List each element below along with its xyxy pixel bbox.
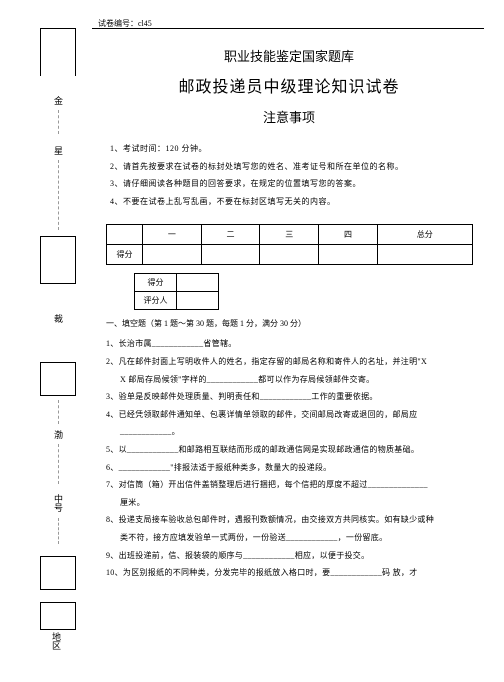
- side-char: 金: [52, 96, 65, 105]
- dash: [58, 110, 59, 134]
- question: 4、已经凭领取邮件通知单、包裹详情单领取的邮件，交间邮局改寄或退回的，邮局应: [106, 406, 480, 424]
- title-exam: 邮政投递员中级理论知识试卷: [98, 73, 480, 97]
- side-column: 金 星 裁 渤 中号 地区: [40, 0, 76, 682]
- side-char: 地区: [50, 632, 63, 650]
- side-box: [40, 362, 76, 396]
- side-char: 渤: [52, 430, 65, 439]
- notice-list: 1、考试时间：120 分钟。 2、请首先按要求在试卷的标封处填写您的姓名、准考证…: [110, 140, 480, 210]
- dash: [58, 400, 59, 424]
- title-notice: 注意事项: [98, 107, 480, 126]
- question: 8、投递支局接车验收总包邮件时，遇报刊数额情况，由交接双方共同核实。如有缺少或种: [106, 511, 480, 529]
- question: 1、长治市属____________省管辖。: [106, 335, 480, 353]
- dash: [58, 160, 59, 230]
- question: 7、对信筒（箱）开出信件盖销整理后进行捆把，每个信把的厚度不超过________…: [106, 476, 480, 494]
- col-head: 一: [143, 225, 202, 245]
- side-char: 裁: [52, 314, 65, 323]
- question-cont: 厘米。: [106, 494, 480, 512]
- question: 10、为区别报纸的不同种类，分发完毕的报纸放入格口时，要____________…: [106, 564, 480, 582]
- question: 5、以____________和邮路相互联结而形成的邮政通信网是实现邮政通信的物…: [106, 441, 480, 459]
- question: 2、凡在邮件封面上写明收件人的姓名，指定存留的邮局名称和寄件人的名址，并注明"X: [106, 353, 480, 371]
- question: 3、验单是反映邮件处理质量、判明责任和____________工作的重要依据。: [106, 388, 480, 406]
- main-content: 职业技能鉴定国家题库 邮政投递员中级理论知识试卷 注意事项 1、考试时间：120…: [98, 38, 480, 582]
- question-list: 1、长治市属____________省管辖。 2、凡在邮件封面上写明收件人的姓名…: [106, 335, 480, 581]
- notice-item: 2、请首先按要求在试卷的标封处填写您的姓名、准考证号和所在单位的名称。: [110, 158, 480, 176]
- cell: 得分: [135, 274, 177, 292]
- col-head: 总分: [377, 225, 472, 245]
- notice-item: 4、不要在试卷上乱写乱画，不要在标封区填写无关的内容。: [110, 193, 480, 211]
- side-box: [40, 556, 76, 590]
- side-char: 星: [52, 146, 65, 155]
- notice-item: 3、请仔细阅读各种题目的回答要求，在规定的位置填写您的答案。: [110, 175, 480, 193]
- side-box: [40, 602, 76, 630]
- notice-item: 1、考试时间：120 分钟。: [110, 140, 480, 158]
- score-table: 一 二 三 四 总分 得分: [106, 224, 473, 265]
- col-head: 四: [319, 225, 378, 245]
- dash: [58, 444, 59, 484]
- question: 6、____________"排报法适于报纸种类多，数量大的投递段。: [106, 459, 480, 477]
- question-cont: 类不符，接方应填发验单一式两份，一份验送____________，一份留底。: [106, 529, 480, 547]
- side-char: 中号: [52, 494, 65, 512]
- dash: [58, 518, 59, 544]
- grader-table: 得分 评分人: [134, 273, 219, 310]
- side-box: [40, 236, 76, 284]
- question-cont: X 邮局存局候领"字样的____________都可以作为存局候领邮件交寄。: [106, 371, 480, 389]
- question-cont: ____________。: [106, 423, 480, 441]
- title-bank: 职业技能鉴定国家题库: [98, 46, 480, 65]
- hr-top: [92, 28, 484, 29]
- row-label: 得分: [107, 245, 143, 265]
- cell: 评分人: [135, 292, 177, 310]
- col-head: 二: [201, 225, 260, 245]
- col-head: 三: [260, 225, 319, 245]
- side-box: [40, 28, 76, 76]
- question: 9、出班投递前，信、报装袋的顺序与____________相应，以便于投交。: [106, 547, 480, 565]
- section-heading: 一、填空题（第 1 题～第 30 题，每题 1 分，满分 30 分）: [106, 318, 480, 329]
